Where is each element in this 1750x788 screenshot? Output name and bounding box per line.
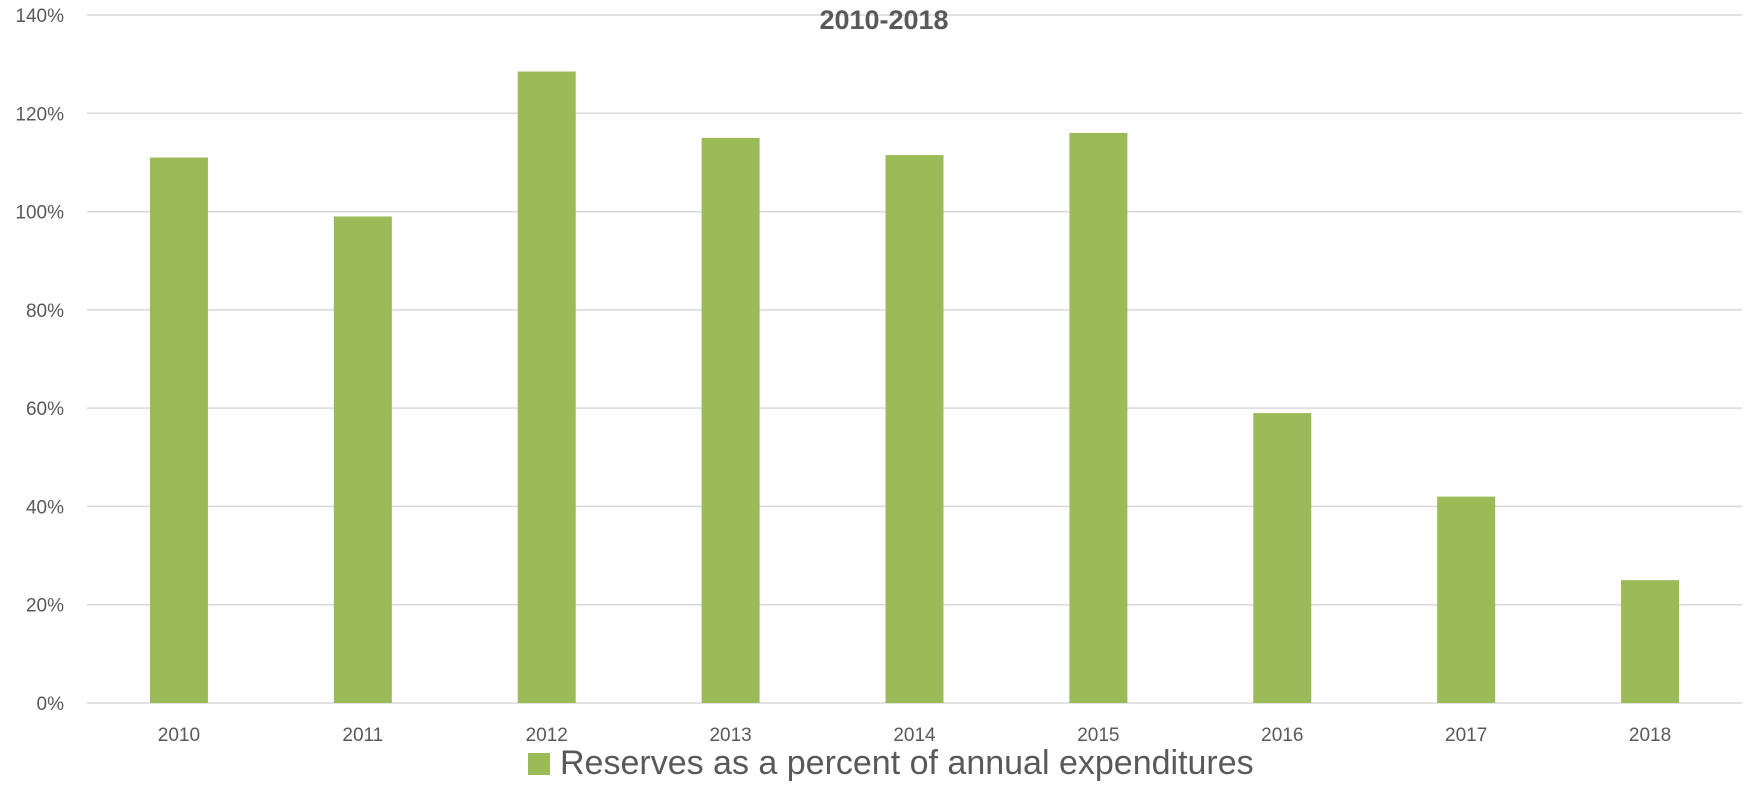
legend-label: Reserves as a percent of annual expendit… bbox=[560, 744, 1254, 782]
x-tick-label: 2018 bbox=[1629, 725, 1671, 746]
x-axis-tick-labels: 2010 2011 2012 2013 2014 2015 2016 2017 2018 bbox=[158, 725, 1671, 746]
x-tick-label: 2010 bbox=[158, 725, 200, 746]
y-tick-label: 80% bbox=[26, 301, 64, 322]
x-tick-label: 2013 bbox=[709, 725, 751, 746]
y-tick-label: 40% bbox=[26, 497, 64, 518]
x-tick-label: 2014 bbox=[893, 725, 936, 746]
bar-2015 bbox=[1069, 132, 1128, 703]
y-tick-label: 100% bbox=[15, 203, 64, 224]
legend: Reserves as a percent of annual expendit… bbox=[528, 744, 1254, 782]
bar-2014 bbox=[885, 155, 944, 704]
chart-title: 2010-2018 bbox=[819, 5, 948, 35]
bar-2013 bbox=[701, 137, 760, 703]
bar-2016 bbox=[1253, 413, 1312, 703]
x-tick-label: 2017 bbox=[1445, 725, 1487, 746]
x-tick-label: 2016 bbox=[1261, 725, 1303, 746]
bar-2011 bbox=[333, 216, 392, 703]
bar-2017 bbox=[1437, 496, 1496, 703]
y-tick-label: 0% bbox=[37, 694, 65, 715]
y-tick-label: 20% bbox=[26, 596, 64, 617]
bar-2018 bbox=[1621, 580, 1680, 703]
x-tick-label: 2015 bbox=[1077, 725, 1119, 746]
y-tick-label: 120% bbox=[15, 104, 64, 125]
bar-2010 bbox=[149, 157, 208, 703]
y-tick-label: 140% bbox=[15, 6, 64, 27]
y-tick-label: 60% bbox=[26, 399, 64, 420]
x-tick-label: 2012 bbox=[526, 725, 568, 746]
bar-2012 bbox=[517, 71, 576, 703]
x-tick-label: 2011 bbox=[342, 725, 383, 746]
y-axis-tick-labels: 0% 20% 40% 60% 80% 100% 120% 140% bbox=[15, 6, 64, 715]
legend-swatch bbox=[528, 753, 550, 775]
bars bbox=[149, 71, 1680, 704]
